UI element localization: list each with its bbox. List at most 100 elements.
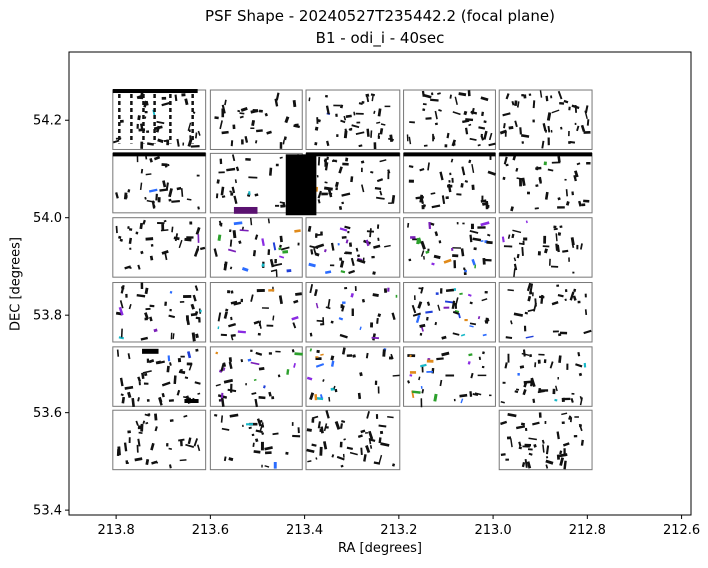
psf-whisker: [464, 127, 469, 135]
psf-whisker: [357, 392, 362, 400]
psf-whisker: [256, 418, 262, 427]
psf-whisker: [437, 92, 441, 95]
psf-whisker: [500, 453, 506, 456]
psf-whisker: [542, 444, 545, 453]
psf-whisker: [283, 136, 287, 141]
psf-whisker: [228, 322, 237, 328]
psf-whisker: [425, 310, 433, 314]
psf-whisker: [562, 249, 569, 253]
psf-whisker: [341, 305, 345, 312]
psf-whisker: [579, 243, 583, 250]
psf-whisker: [576, 125, 580, 132]
psf-whisker: [510, 438, 513, 448]
psf-whisker: [579, 396, 583, 401]
psf-whisker: [428, 221, 432, 230]
psf-whisker: [465, 118, 474, 122]
psf-whisker: [545, 459, 554, 465]
psf-whisker: [573, 175, 577, 182]
x-tick-label: 212.8: [569, 523, 606, 538]
psf-whisker: [419, 323, 426, 328]
detector-outline: [112, 282, 207, 343]
psf-whisker: [325, 105, 330, 115]
saturated-spot: [142, 348, 159, 354]
psf-whisker: [343, 115, 347, 121]
psf-whisker: [580, 439, 584, 446]
psf-whisker: [407, 380, 411, 384]
psf-whisker: [425, 250, 430, 254]
psf-whisker: [374, 187, 382, 190]
psf-whisker: [352, 354, 356, 358]
psf-whisker: [415, 314, 421, 324]
psf-whisker: [310, 249, 314, 255]
psf-whisker: [149, 255, 154, 261]
psf-whisker: [353, 111, 356, 116]
psf-whisker: [144, 287, 149, 295]
psf-whisker: [233, 195, 238, 205]
psf-whisker: [443, 258, 452, 264]
psf-whisker: [319, 394, 323, 399]
psf-whisker: [216, 179, 220, 184]
psf-whisker: [323, 441, 328, 450]
psf-whisker: [387, 415, 394, 419]
psf-whisker: [338, 205, 343, 210]
psf-whisker: [221, 195, 226, 199]
detector-outline: [209, 409, 303, 471]
psf-whisker: [469, 234, 473, 243]
psf-whisker: [323, 423, 328, 432]
psf-whisker: [255, 351, 263, 356]
psf-whisker: [578, 372, 583, 377]
psf-whisker: [149, 316, 153, 322]
psf-whisker: [580, 124, 586, 132]
psf-whisker: [325, 410, 330, 419]
detector-outline: [209, 217, 303, 278]
psf-whisker: [421, 389, 425, 394]
psf-whisker: [525, 220, 528, 224]
psf-whisker: [284, 116, 290, 124]
psf-whisker: [486, 240, 493, 245]
psf-whisker: [341, 420, 346, 424]
psf-whisker: [268, 167, 273, 176]
psf-whisker: [578, 423, 583, 432]
psf-whisker: [308, 262, 316, 268]
psf-whisker: [472, 237, 482, 242]
psf-whisker: [145, 458, 150, 465]
psf-whisker: [140, 250, 144, 255]
psf-whisker: [345, 157, 349, 162]
psf-whisker: [360, 429, 366, 434]
psf-whisker: [420, 240, 426, 250]
detector-cell: [498, 346, 593, 407]
psf-whisker: [315, 302, 319, 309]
psf-whisker: [419, 168, 425, 172]
psf-whisker: [350, 257, 355, 266]
psf-whisker: [487, 170, 496, 176]
psf-whisker: [586, 119, 590, 126]
psf-whisker: [161, 381, 171, 387]
psf-whisker: [384, 244, 391, 248]
psf-whisker: [555, 243, 559, 251]
psf-whisker: [469, 391, 473, 397]
psf-whisker: [136, 293, 146, 298]
psf-whisker: [219, 120, 223, 130]
psf-whisker: [272, 315, 275, 321]
detector-cell: [112, 346, 207, 407]
detector-outline: [112, 409, 207, 471]
detector-outline: [498, 217, 593, 278]
psf-whisker: [471, 258, 476, 266]
psf-whisker: [369, 228, 372, 238]
psf-whisker: [143, 100, 148, 108]
psf-whisker: [480, 221, 490, 227]
psf-whisker: [438, 109, 442, 112]
psf-whisker: [241, 267, 249, 272]
psf-whisker: [380, 442, 390, 447]
psf-whisker: [541, 439, 545, 444]
psf-whisker: [559, 450, 563, 455]
psf-whisker: [173, 236, 180, 241]
psf-whisker: [434, 110, 438, 120]
psf-whisker: [138, 431, 143, 434]
psf-whisker: [251, 119, 256, 127]
psf-whisker: [217, 234, 222, 241]
psf-whisker: [330, 360, 335, 367]
psf-whisker: [561, 412, 568, 416]
psf-whisker: [261, 432, 265, 435]
psf-whisker: [253, 450, 261, 454]
